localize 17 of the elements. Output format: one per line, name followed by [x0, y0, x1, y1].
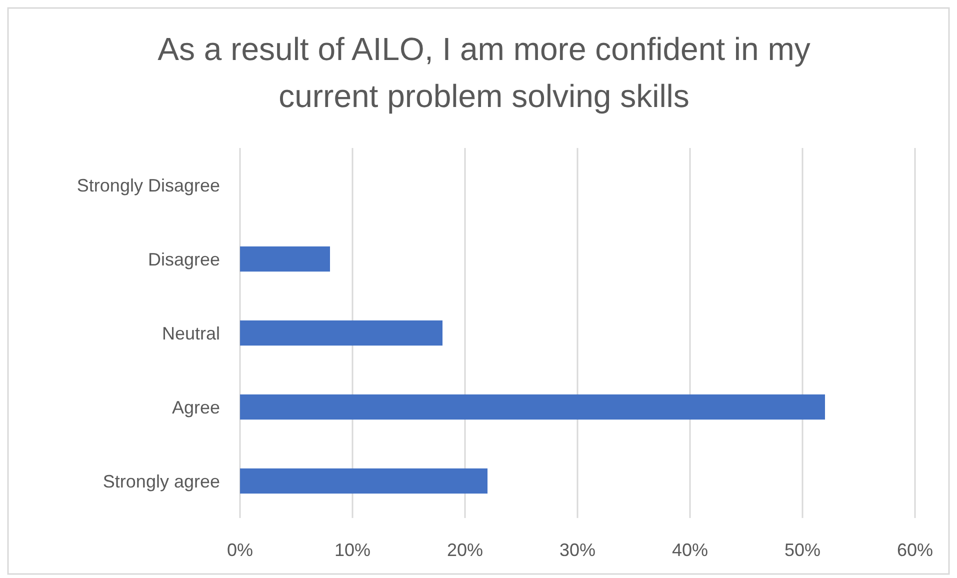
x-tick-label: 10% [334, 540, 371, 560]
bar [240, 394, 825, 420]
y-tick-label: Strongly agree [102, 471, 220, 492]
bar [240, 320, 442, 346]
y-tick-label: Agree [172, 397, 220, 418]
chart-title: As a result of AILO, I am more confident in my current problem solving skills [158, 31, 810, 114]
bar [240, 246, 330, 272]
x-tick-label: 50% [784, 540, 821, 560]
bar [240, 468, 488, 494]
y-tick-label: Neutral [162, 323, 220, 344]
x-tick-label: 30% [559, 540, 596, 560]
y-tick-label: Strongly Disagree [76, 175, 220, 196]
y-tick-label: Disagree [148, 249, 220, 270]
x-tick-label: 0% [226, 540, 254, 560]
x-tick-label: 40% [672, 540, 708, 560]
x-tick-label: 20% [446, 540, 484, 560]
x-tick-label: 60% [896, 540, 934, 560]
